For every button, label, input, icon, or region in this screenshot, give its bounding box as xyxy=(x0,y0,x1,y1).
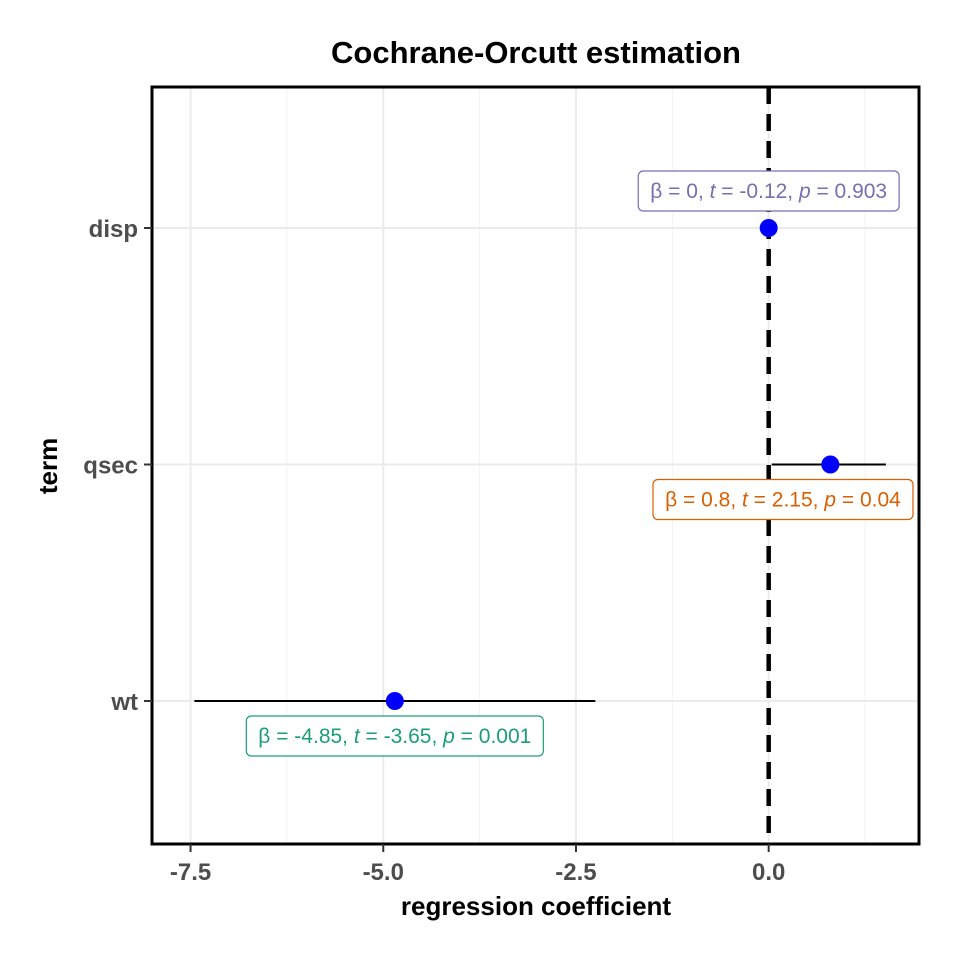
x-axis-title: regression coefficient xyxy=(401,891,672,921)
annotation-text-wt: β = -4.85, t = -3.65, p = 0.001 xyxy=(258,725,531,748)
point-qsec xyxy=(821,455,840,474)
x-tick-label: -2.5 xyxy=(555,859,596,886)
x-axis: -7.5 -5.0 -2.5 0.0 xyxy=(170,844,785,886)
x-tick-label: -7.5 xyxy=(170,859,211,886)
plot-marks: β = 0, t = -0.12, p = 0.903 β = 0.8, t = … xyxy=(194,170,914,757)
y-tick-label-disp: disp xyxy=(89,216,138,243)
x-tick-label: -5.0 xyxy=(363,859,404,886)
annotation-box-wt xyxy=(245,715,544,757)
annotation-box-qsec xyxy=(652,478,914,521)
y-tick-label-qsec: qsec xyxy=(83,453,138,480)
chart-title: Cochrane-Orcutt estimation xyxy=(331,35,741,70)
x-tick-label: 0.0 xyxy=(752,859,785,886)
point-disp xyxy=(759,219,778,237)
y-tick-label-wt: wt xyxy=(110,689,138,716)
annotation-text-disp: β = 0, t = -0.12, p = 0.903 xyxy=(650,180,887,203)
y-axis-title: term xyxy=(33,438,63,494)
annotation-disp: β = 0, t = -0.12, p = 0.903 xyxy=(637,170,900,212)
point-wt xyxy=(385,692,404,710)
annotation-text-qsec: β = 0.8, t = 2.15, p = 0.04 xyxy=(665,489,901,512)
annotation-wt: β = -4.85, t = -3.65, p = 0.001 xyxy=(245,715,544,757)
y-axis: disp qsec wt xyxy=(83,216,152,716)
annotation-qsec: β = 0.8, t = 2.15, p = 0.04 xyxy=(652,478,914,521)
annotation-box-disp xyxy=(637,170,900,212)
